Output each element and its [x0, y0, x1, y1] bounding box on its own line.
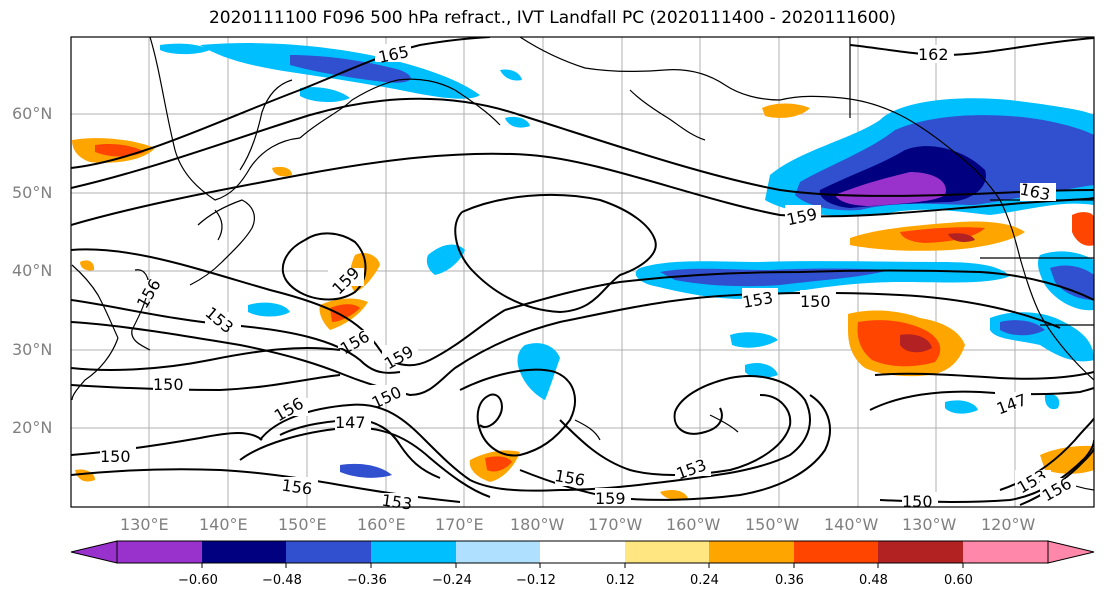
lat-label: 50°N [12, 183, 53, 202]
colorbar-tick-label: −0.48 [262, 573, 302, 588]
colorbar-bin [794, 541, 878, 563]
refractivity-contours [71, 37, 1094, 506]
lon-label: 140°W [824, 515, 879, 534]
colorbar-bin [202, 541, 286, 563]
contour-label: 159 [595, 489, 626, 508]
lon-label: 130°E [120, 515, 169, 534]
colorbar-bin [625, 541, 709, 563]
colorbar-tick-label: 0.12 [606, 573, 635, 588]
lon-label: 170°W [588, 515, 643, 534]
lon-label: 160°W [666, 515, 721, 534]
lon-label: 140°E [199, 515, 248, 534]
lat-label: 30°N [12, 340, 53, 359]
lat-label: 40°N [12, 261, 53, 280]
ivt-shading [72, 43, 1094, 500]
contour-label: 150 [100, 447, 131, 466]
lon-label: 130°W [902, 515, 957, 534]
colorbar-tick-label: 0.60 [944, 573, 973, 588]
colorbar-tick-label: −0.24 [432, 573, 472, 588]
colorbar-bin [878, 541, 963, 563]
colorbar-tick-label: −0.60 [178, 573, 218, 588]
colorbar-tick-label: 0.36 [775, 573, 804, 588]
colorbar-bin [286, 541, 371, 563]
contour-label: 156 [281, 476, 314, 499]
colorbar-bin [456, 541, 540, 563]
lat-label: 20°N [12, 418, 53, 437]
colorbar-bin [963, 541, 1048, 563]
colorbar-extend-low [70, 540, 118, 564]
lon-label: 120°W [981, 515, 1036, 534]
lon-label: 180°W [510, 515, 565, 534]
lon-label: 150°E [278, 515, 327, 534]
contour-label: 150 [902, 492, 933, 511]
lon-label: 160°E [357, 515, 406, 534]
lat-label: 60°N [12, 104, 53, 123]
colorbar-tick-label: −0.36 [347, 573, 387, 588]
lon-label: 150°W [745, 515, 800, 534]
contour-label: 162 [918, 45, 949, 64]
contour-label: 153 [381, 491, 414, 514]
colorbar-tick-label: 0.24 [690, 573, 719, 588]
colorbar-bin [540, 541, 625, 563]
lon-label: 170°E [435, 515, 484, 534]
contour-label-group: 165 162 163 159 159 156 156 153 153 150 … [100, 42, 1076, 514]
colorbar-extend-high [1047, 540, 1095, 564]
contour-label: 150 [800, 292, 831, 311]
colorbar [70, 540, 1095, 568]
colorbar-bin [371, 541, 456, 563]
contour-label: 150 [153, 375, 184, 394]
colorbar-tick-label: −0.12 [516, 573, 556, 588]
colorbar-tick-label: 0.48 [859, 573, 888, 588]
plot-border [70, 36, 1095, 508]
contour-label: 147 [335, 413, 366, 432]
map-title: 2020111100 F096 500 hPa refract., IVT La… [208, 8, 896, 28]
colorbar-bin [709, 541, 794, 563]
colorbar-bin [117, 541, 202, 563]
